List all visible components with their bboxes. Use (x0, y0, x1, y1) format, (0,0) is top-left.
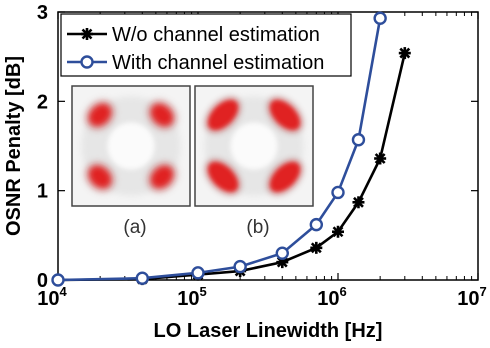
x-tick-label: 106 (317, 284, 346, 310)
constellation-insets: (a) (b) (71, 85, 314, 238)
data-point-star (352, 196, 365, 209)
constellation-cluster (150, 103, 174, 127)
data-series (51, 11, 411, 287)
constellation-cluster (207, 99, 239, 131)
constellation-inset: (b) (194, 85, 314, 238)
legend-box (60, 13, 352, 77)
data-point-circle (373, 11, 387, 25)
data-point-circle (309, 217, 324, 232)
series-line (51, 11, 387, 287)
data-point-circle (331, 185, 345, 200)
data-point-circle (191, 266, 205, 280)
data-point-circle (275, 246, 289, 260)
y-tick-label: 2 (37, 91, 48, 113)
legend-item: With channel estimation (67, 52, 324, 74)
inset-center (230, 122, 278, 170)
y-axis-title: OSNR Penalty [dB] (3, 56, 25, 236)
data-point-star (332, 225, 344, 238)
x-tick-label: 105 (177, 284, 206, 310)
data-point-circle (351, 133, 366, 147)
data-point-star (374, 152, 387, 165)
constellation-cluster (269, 99, 301, 131)
data-point-star (398, 47, 411, 60)
inset-label: (b) (246, 217, 269, 238)
constellation-cluster (88, 165, 112, 189)
y-tick-label: 3 (37, 2, 48, 24)
legend-label: W/o channel estimation (112, 24, 320, 46)
constellation-cluster (207, 161, 239, 193)
constellation-cluster (150, 165, 174, 189)
data-point-circle (135, 271, 149, 285)
y-tick-labels: 0 1 2 3 (37, 2, 48, 292)
y-tick-label: 0 (37, 270, 48, 292)
inset-label: (a) (123, 217, 146, 238)
data-point-star (310, 241, 323, 254)
x-axis-title: LO Laser Linewidth [Hz] (154, 320, 383, 342)
x-tick-label: 104 (37, 284, 67, 310)
x-tick-label: 107 (457, 284, 486, 310)
constellation-cluster (269, 161, 301, 193)
inset-center (107, 122, 155, 170)
constellation-cluster (88, 103, 112, 127)
data-point-circle (80, 55, 94, 69)
x-tick-labels: 104 105 106 107 (37, 284, 486, 310)
data-point-circle (233, 259, 247, 274)
legend-item: W/o channel estimation (67, 24, 320, 46)
series-path (57, 52, 407, 282)
legend-label: With channel estimation (112, 52, 324, 74)
constellation-inset: (a) (71, 85, 191, 238)
legend: W/o channel estimation With channel estim… (60, 13, 352, 77)
data-point-star (81, 28, 93, 40)
data-point-circle (51, 273, 65, 287)
y-tick-label: 1 (37, 181, 48, 203)
